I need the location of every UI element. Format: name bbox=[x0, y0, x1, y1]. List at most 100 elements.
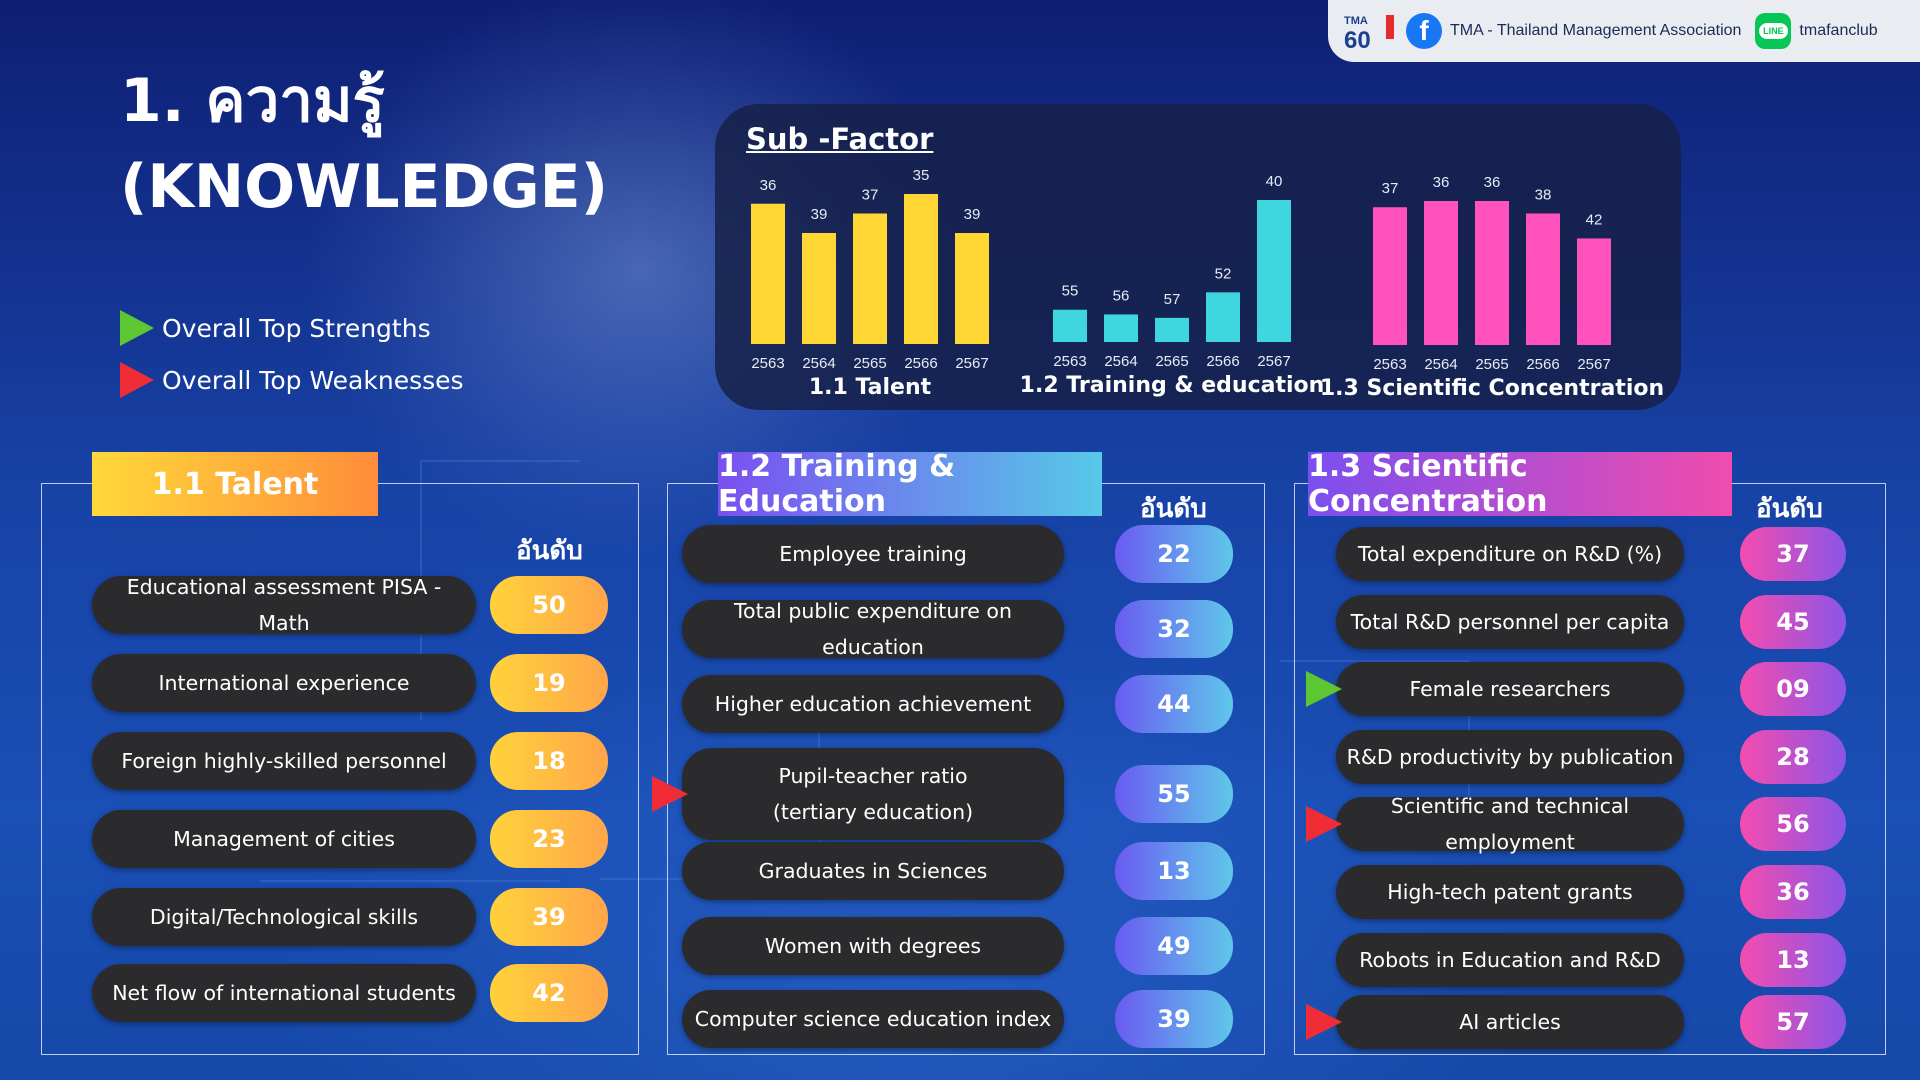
rank-badge: 50 bbox=[490, 576, 608, 634]
indicator-pill-training: Women with degrees bbox=[682, 917, 1064, 975]
indicator-pill-science: AI articles bbox=[1336, 995, 1684, 1049]
facebook-label[interactable]: TMA - Thailand Management Association bbox=[1450, 22, 1742, 39]
x-tick-label: 2566 bbox=[904, 355, 937, 372]
rank-header: อันดับ bbox=[516, 536, 583, 566]
rank-badge: 18 bbox=[490, 732, 608, 790]
indicator-pill-talent: International experience bbox=[92, 654, 476, 712]
bar-value-label: 36 bbox=[760, 177, 777, 194]
rank-badge: 37 bbox=[1740, 527, 1846, 581]
bar-value-label: 55 bbox=[1062, 283, 1079, 300]
weakness-marker-icon bbox=[652, 776, 688, 812]
indicator-pill-science: R&D productivity by publication bbox=[1336, 730, 1684, 784]
tab-training-education: 1.2 Training & Education bbox=[718, 449, 1102, 519]
rank-badge: 39 bbox=[490, 888, 608, 946]
indicator-pill-talent: Educational assessment PISA - Math bbox=[92, 575, 476, 635]
indicator-pill-talent: Management of cities bbox=[92, 810, 476, 868]
indicator-label: AI articles bbox=[1459, 1010, 1561, 1034]
indicator-pill-training: Total public expenditure on education bbox=[682, 599, 1064, 659]
brand-bar: TMA 60 f TMA - Thailand Management Assoc… bbox=[1328, 0, 1920, 62]
chart-bar bbox=[955, 233, 989, 344]
rank-badge: 45 bbox=[1740, 595, 1846, 649]
x-tick-label: 2566 bbox=[1206, 353, 1239, 370]
tab-talent: 1.1 Talent bbox=[92, 452, 378, 516]
chart-bar bbox=[1526, 213, 1560, 345]
chart-title: 1.2 Training & education bbox=[1020, 373, 1325, 398]
x-tick-label: 2565 bbox=[1475, 356, 1508, 373]
chart-bar bbox=[751, 203, 785, 344]
rank-badge: 23 bbox=[490, 810, 608, 868]
bar-value-label: 36 bbox=[1433, 174, 1450, 191]
indicator-label: Foreign highly-skilled personnel bbox=[121, 749, 447, 773]
indicator-label-line2: (tertiary education) bbox=[772, 800, 974, 824]
strength-marker-icon bbox=[1306, 671, 1342, 707]
rank-badge: 32 bbox=[1115, 600, 1233, 658]
x-tick-label: 2564 bbox=[1424, 356, 1457, 373]
bar-value-label: 42 bbox=[1586, 211, 1603, 228]
indicator-pill-science: Robots in Education and R&D bbox=[1336, 933, 1684, 987]
x-tick-label: 2564 bbox=[802, 355, 835, 372]
indicator-label: Women with degrees bbox=[764, 934, 982, 958]
bar-value-label: 39 bbox=[964, 206, 981, 223]
indicator-label: R&D productivity by publication bbox=[1346, 745, 1674, 769]
x-tick-label: 2567 bbox=[1577, 356, 1610, 373]
line-icon[interactable]: LINE bbox=[1755, 13, 1792, 49]
decorative-line bbox=[260, 880, 560, 1000]
indicator-label: Net flow of international students bbox=[112, 981, 456, 1005]
logo-text: TMA bbox=[1344, 15, 1368, 27]
rank-badge: 36 bbox=[1740, 865, 1846, 919]
indicator-pill-science: Total expenditure on R&D (%) bbox=[1336, 527, 1684, 581]
bar-value-label: 38 bbox=[1535, 186, 1552, 203]
facebook-icon[interactable]: f bbox=[1406, 13, 1442, 49]
indicator-pill-talent: Digital/Technological skills bbox=[92, 888, 476, 946]
indicator-label: Educational assessment PISA - Math bbox=[126, 575, 442, 635]
bar-value-label: 52 bbox=[1215, 265, 1232, 282]
bar-value-label: 57 bbox=[1164, 291, 1181, 308]
indicator-label: International experience bbox=[158, 671, 410, 695]
bar-value-label: 40 bbox=[1266, 173, 1283, 190]
indicator-label: Scientific and technical employment bbox=[1390, 794, 1630, 854]
title-line-2: (KNOWLEDGE) bbox=[120, 152, 608, 222]
x-tick-label: 2563 bbox=[1373, 356, 1406, 373]
indicator-label: Employee training bbox=[779, 542, 967, 566]
rank-badge: 39 bbox=[1115, 990, 1233, 1048]
x-tick-label: 2567 bbox=[955, 355, 988, 372]
indicator-pill-science: Scientific and technical employment bbox=[1336, 794, 1684, 854]
indicator-pill-training: Graduates in Sciences bbox=[682, 842, 1064, 900]
rank-badge: 55 bbox=[1115, 765, 1233, 823]
indicator-label: Total public expenditure on education bbox=[734, 599, 1012, 659]
legend-weaknesses: Overall Top Weaknesses bbox=[120, 362, 464, 398]
bar-value-label: 35 bbox=[913, 167, 930, 184]
x-tick-label: 2563 bbox=[751, 355, 784, 372]
chart-title: 1.1 Talent bbox=[809, 375, 932, 400]
indicator-label: Female researchers bbox=[1409, 677, 1611, 701]
rank-badge: 57 bbox=[1740, 995, 1846, 1049]
indicator-label: Graduates in Sciences bbox=[758, 859, 988, 883]
indicator-label: Computer science education index bbox=[694, 1007, 1052, 1031]
x-tick-label: 2565 bbox=[1155, 353, 1188, 370]
x-tick-label: 2566 bbox=[1526, 356, 1559, 373]
chart-bar bbox=[1475, 201, 1509, 345]
page-title: 1. ความรู้ (KNOWLEDGE) bbox=[120, 58, 608, 230]
indicator-pill-training: Employee training bbox=[682, 525, 1064, 583]
rank-badge: 19 bbox=[490, 654, 608, 712]
bar-value-label: 56 bbox=[1113, 287, 1130, 304]
weakness-marker-icon bbox=[1306, 806, 1342, 842]
rank-badge: 09 bbox=[1740, 662, 1846, 716]
indicator-pill-talent: Net flow of international students bbox=[92, 964, 476, 1022]
rank-badge: 49 bbox=[1115, 917, 1233, 975]
weakness-marker-icon bbox=[1306, 1004, 1342, 1040]
rank-badge: 13 bbox=[1740, 933, 1846, 987]
indicator-label: Management of cities bbox=[173, 827, 395, 851]
bar-value-label: 37 bbox=[862, 187, 879, 204]
line-label[interactable]: tmafanclub bbox=[1799, 22, 1878, 39]
rank-badge: 56 bbox=[1740, 797, 1846, 851]
title-line-1: 1. ความรู้ bbox=[120, 66, 385, 136]
indicator-label: High-tech patent grants bbox=[1387, 880, 1633, 904]
tma-logo: TMA 60 bbox=[1344, 11, 1398, 53]
indicator-label: Robots in Education and R&D bbox=[1359, 948, 1661, 972]
x-tick-label: 2565 bbox=[853, 355, 886, 372]
indicator-label: Higher education achievement bbox=[714, 692, 1032, 716]
chart-bar bbox=[1424, 201, 1458, 345]
chart-bar bbox=[1577, 238, 1611, 345]
indicator-pill-science: Total R&D personnel per capita bbox=[1336, 595, 1684, 649]
